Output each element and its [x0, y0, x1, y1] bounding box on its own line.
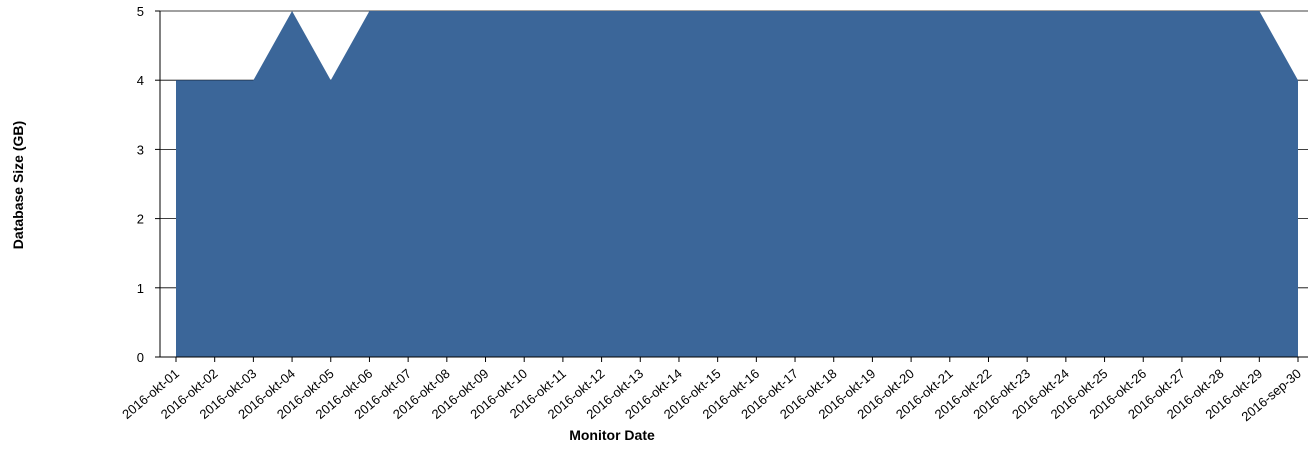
axes: [155, 10, 1308, 362]
y-tick-labels: 0 1 2 3 4 5: [137, 4, 144, 365]
x-axis-title: Monitor Date: [569, 427, 655, 443]
y-tick-label-2: 2: [137, 212, 144, 227]
area-series: [176, 11, 1298, 357]
y-tick-label-5: 5: [137, 4, 144, 19]
area-fill: [176, 11, 1298, 357]
y-axis-title: Database Size (GB): [10, 121, 26, 249]
y-tick-label-4: 4: [137, 73, 144, 88]
y-tick-label-3: 3: [137, 142, 144, 157]
x-tick-labels: 2016-okt-012016-okt-022016-okt-032016-ok…: [119, 366, 1304, 424]
y-tick-label-1: 1: [137, 281, 144, 296]
y-tick-label-0: 0: [137, 350, 144, 365]
